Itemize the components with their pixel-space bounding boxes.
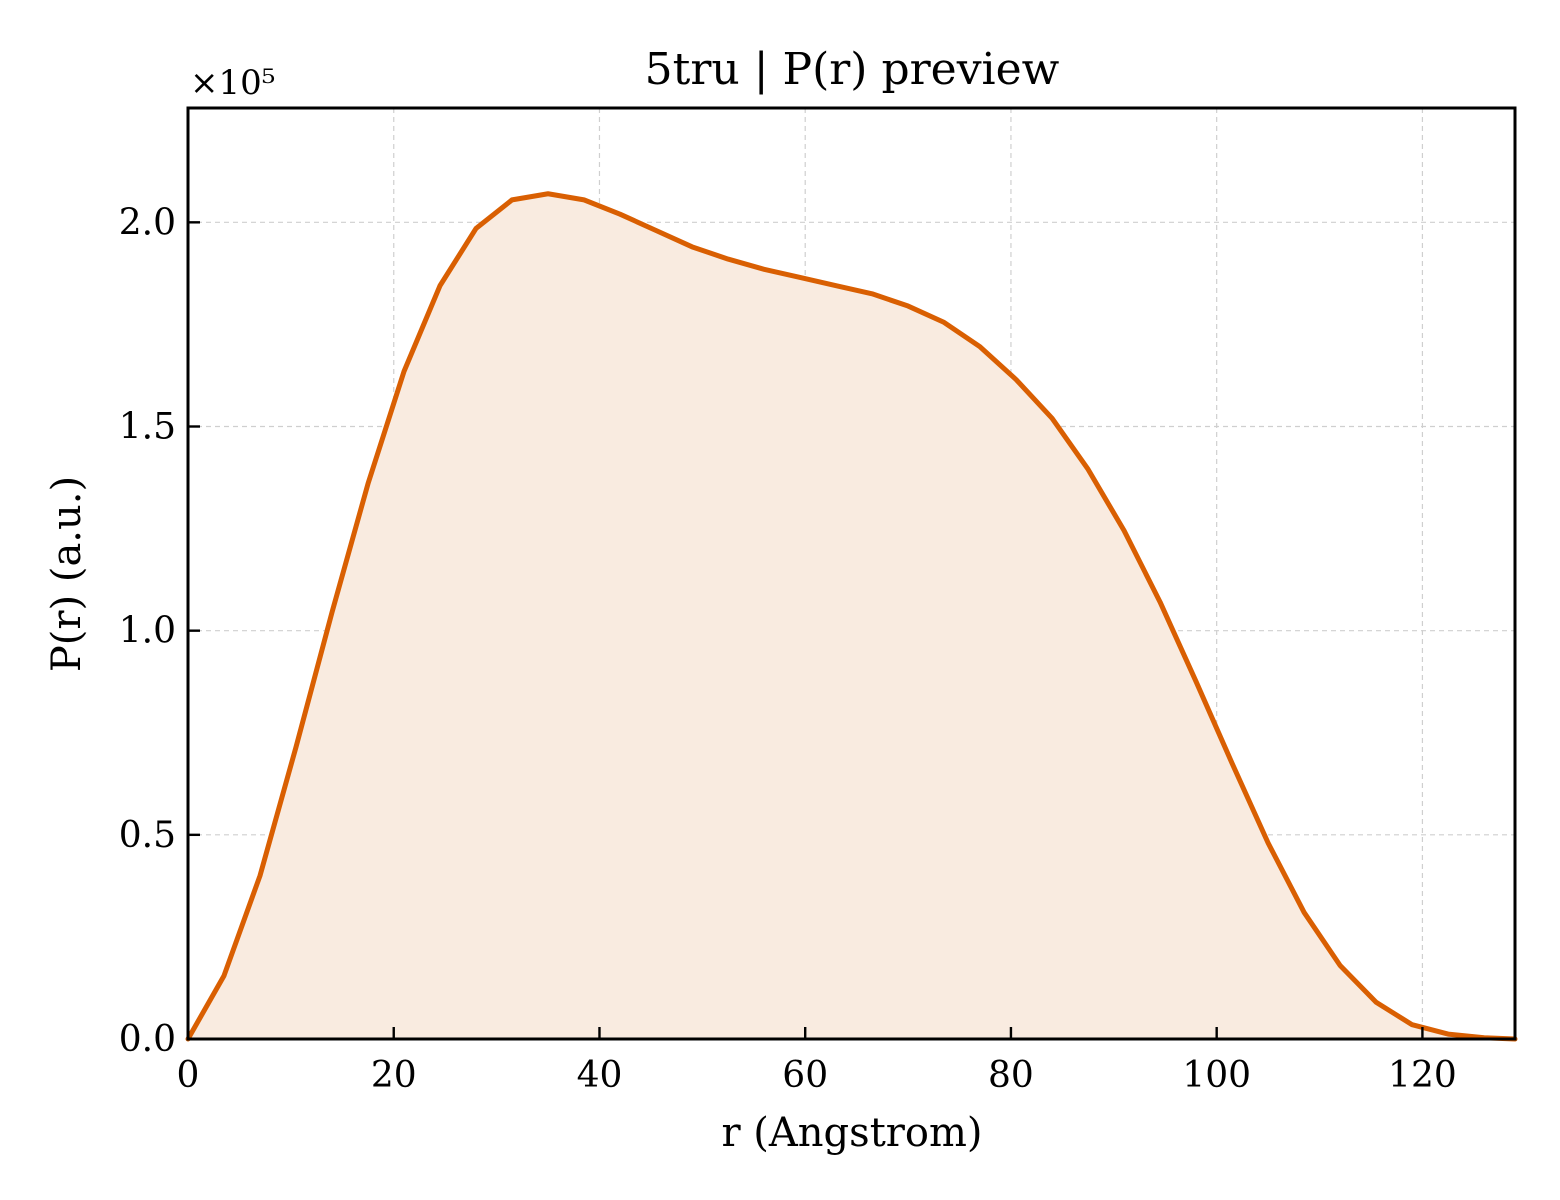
y-tick-label: 0.5 [119,815,176,856]
x-tick-label: 120 [1388,1055,1457,1096]
y-tick-label: 0.0 [119,1019,176,1060]
x-tick-label: 20 [371,1055,417,1096]
x-tick-label: 40 [577,1055,623,1096]
y-tick-label: 1.0 [119,611,176,652]
chart-title: 5tru | P(r) preview [645,44,1060,95]
ticks: 0 20 40 60 80 100 120 0.0 0.5 1.0 1.5 2.0 [119,202,1457,1096]
plot-frame [186,106,1517,1041]
area-fill [188,193,1515,1039]
area-layer [185,191,1518,1042]
y-tick-label: 1.5 [119,407,176,448]
x-tick-label: 100 [1182,1055,1251,1096]
y-tick-label: 2.0 [119,202,176,243]
x-axis-label: r (Angstrom) [721,1110,982,1156]
x-tick-label: 60 [782,1055,828,1096]
x-tick-label: 80 [988,1055,1034,1096]
x-tick-label: 0 [177,1055,200,1096]
pr-curve-line [185,191,1518,1042]
y-multiplier-label: ×10⁵ [190,63,275,103]
y-axis-label: P(r) (a.u.) [44,476,90,672]
